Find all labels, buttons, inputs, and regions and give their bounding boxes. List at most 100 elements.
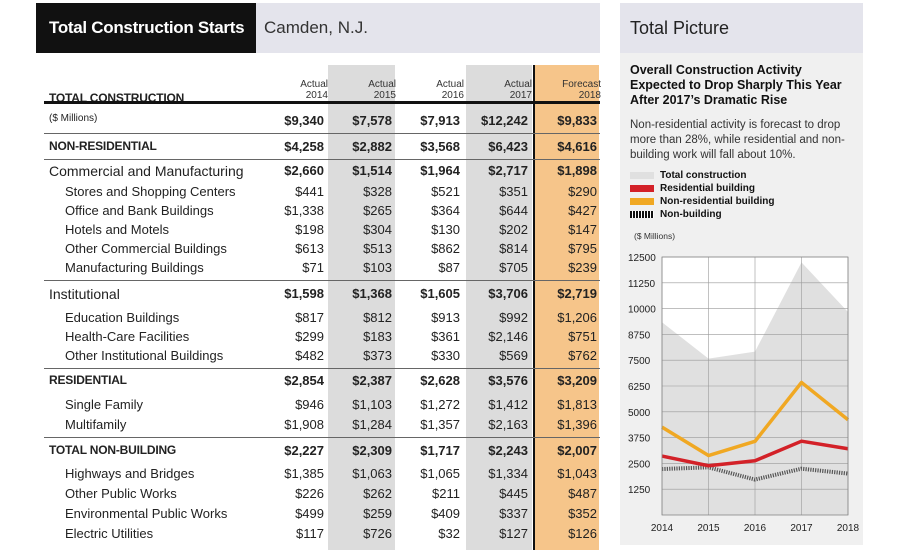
cell-2018: $4,616 (557, 139, 597, 154)
row-separator (44, 368, 600, 369)
cell-2015: $103 (363, 260, 392, 275)
column-band-2015 (328, 65, 395, 550)
row-label: Stores and Shopping Centers (65, 184, 236, 199)
row-label: ($ Millions) (49, 113, 98, 124)
cell-2014: $9,340 (284, 113, 324, 128)
y-tick-label: 2500 (628, 459, 651, 470)
x-tick-label: 2016 (744, 523, 767, 534)
legend-swatch-total (630, 172, 654, 179)
cell-2016: $7,913 (420, 113, 460, 128)
panel-title: Total Picture (630, 18, 730, 38)
legend-item-total: Total construction (630, 169, 774, 182)
legend-item-residential: Residential building (630, 182, 774, 195)
cell-2018: $751 (568, 329, 597, 344)
cell-2017: $351 (499, 184, 528, 199)
cell-2014: $613 (295, 241, 324, 256)
cell-2016: $1,357 (420, 417, 460, 432)
y-tick-label: 12500 (628, 253, 656, 264)
cell-2015: $304 (363, 222, 392, 237)
cell-2018: $1,396 (557, 417, 597, 432)
cell-2017: $1,412 (488, 397, 528, 412)
cell-2017: $3,576 (488, 373, 528, 388)
cell-2016: $1,964 (420, 163, 460, 178)
cell-2017: $127 (499, 526, 528, 541)
cell-2014: $482 (295, 348, 324, 363)
row-label: Manufacturing Buildings (65, 260, 204, 275)
cell-2018: $239 (568, 260, 597, 275)
y-tick-label: 11250 (628, 279, 656, 290)
legend-item-non-residential: Non-residential building (630, 195, 774, 208)
cell-2015: $812 (363, 310, 392, 325)
cell-2016: $1,717 (420, 443, 460, 458)
row-label: Health-Care Facilities (65, 329, 190, 344)
cell-2015: $1,063 (352, 466, 392, 481)
legend-swatch-residential (630, 185, 654, 192)
cell-2017: $12,242 (481, 113, 528, 128)
y-tick-label: 7500 (628, 356, 651, 367)
y-tick-label: 1250 (628, 485, 651, 496)
cell-2017: $3,706 (488, 286, 528, 301)
cell-2018: $762 (568, 348, 597, 363)
cell-2015: $1,368 (352, 286, 392, 301)
column-band-forecast (533, 65, 599, 550)
table-row: ($ Millions) $9,340 $7,578 $7,913 $12,242 $9,… (36, 113, 600, 133)
row-label: Electric Utilities (65, 526, 154, 541)
table-row: Hotels and Motels $198 $304 $130 $202 $147 (36, 222, 600, 242)
cell-2018: $2,007 (557, 443, 597, 458)
cell-2015: $328 (363, 184, 392, 199)
cell-2014: $2,854 (284, 373, 324, 388)
row-label: Hotels and Motels (65, 222, 170, 237)
cell-2017: $705 (499, 260, 528, 275)
table-row: Health-Care Facilities $299 $183 $361 $2,146… (36, 329, 600, 349)
header-rule (44, 101, 600, 104)
cell-2014: $1,598 (284, 286, 324, 301)
table-row: Single Family $946 $1,103 $1,272 $1,412 $1,81… (36, 397, 600, 417)
column-header-2014: Actual 2014 (300, 79, 328, 101)
legend-item-non-building: Non-building (630, 208, 774, 221)
cell-2016: $409 (431, 506, 460, 521)
cell-2016: $364 (431, 203, 460, 218)
cell-2018: $9,833 (557, 113, 597, 128)
cell-2016: $862 (431, 241, 460, 256)
row-label: Other Commercial Buildings (65, 241, 227, 256)
cell-2018: $290 (568, 184, 597, 199)
cell-2018: $487 (568, 486, 597, 501)
y-tick-label: 5000 (628, 408, 651, 419)
cell-2018: $147 (568, 222, 597, 237)
y-tick-label: 3750 (628, 434, 651, 445)
cell-2014: $226 (295, 486, 324, 501)
cell-2015: $2,882 (352, 139, 392, 154)
row-label: RESIDENTIAL (49, 373, 127, 387)
x-tick-label: 2017 (790, 523, 813, 534)
cell-2014: $441 (295, 184, 324, 199)
cell-2017: $814 (499, 241, 528, 256)
cell-2018: $1,898 (557, 163, 597, 178)
cell-2014: $4,258 (284, 139, 324, 154)
cell-2016: $2,628 (420, 373, 460, 388)
row-label: Office and Bank Buildings (65, 203, 214, 218)
cell-2018: $427 (568, 203, 597, 218)
cell-2017: $6,423 (488, 139, 528, 154)
table-row: Electric Utilities $117 $726 $32 $127 $126 (36, 526, 600, 546)
cell-2014: $499 (295, 506, 324, 521)
table-title: Total Construction Starts (36, 3, 256, 53)
cell-2014: $817 (295, 310, 324, 325)
row-label: Environmental Public Works (65, 506, 228, 521)
column-header-2016: Actual 2016 (436, 79, 464, 101)
table-row: Other Institutional Buildings $482 $373 $33… (36, 348, 600, 368)
row-label: Education Buildings (65, 310, 180, 325)
x-tick-label: 2018 (837, 523, 860, 534)
row-label: TOTAL NON-BUILDING (49, 443, 177, 457)
row-label: Commercial and Manufacturing (49, 163, 244, 179)
x-tick-label: 2015 (697, 523, 720, 534)
total-picture-panel: Total Picture Overall Construction Activ… (620, 3, 863, 545)
row-separator (44, 133, 600, 134)
row-label: Single Family (65, 397, 144, 412)
row-label: Multifamily (65, 417, 127, 432)
cell-2015: $183 (363, 329, 392, 344)
y-tick-label: 8750 (628, 330, 651, 341)
cell-2015: $2,387 (352, 373, 392, 388)
cell-2014: $1,385 (284, 466, 324, 481)
non-residential-line (661, 380, 850, 458)
row-label: Institutional (49, 286, 120, 302)
